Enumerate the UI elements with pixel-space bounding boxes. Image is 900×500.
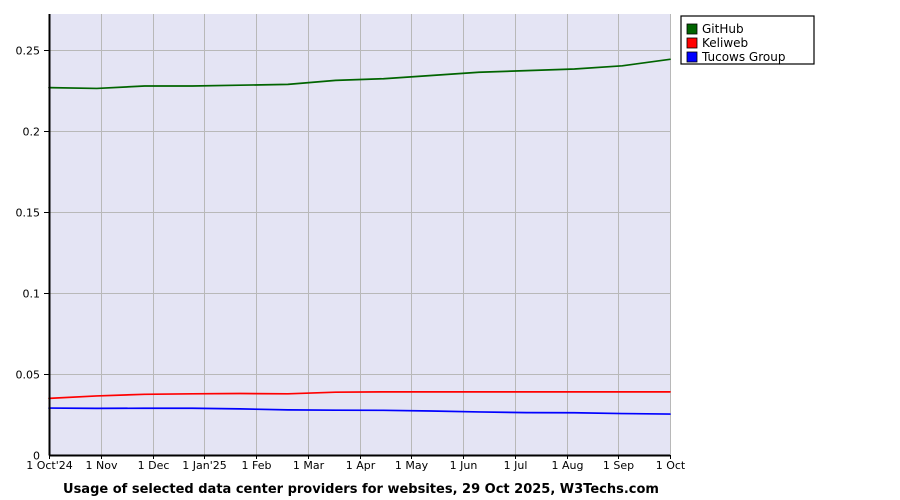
x-tick-label: 1 Aug bbox=[552, 459, 584, 472]
x-tick-label: 1 Jul bbox=[504, 459, 528, 472]
x-tick-label: 1 Feb bbox=[242, 459, 272, 472]
x-tick-label: 1 Jan'25 bbox=[182, 459, 226, 472]
x-tick-label: 1 Mar bbox=[293, 459, 325, 472]
series-line-keliweb bbox=[48, 391, 671, 400]
x-tick-label: 1 Oct bbox=[656, 459, 686, 472]
x-tick-label: 1 Sep bbox=[603, 459, 634, 472]
legend-label-github: GitHub bbox=[702, 22, 744, 36]
legend-label-keliweb: Keliweb bbox=[702, 36, 748, 50]
y-tick-label: 0.1 bbox=[23, 288, 41, 301]
x-tick-label: 1 Oct'24 bbox=[26, 459, 73, 472]
x-tick-label: 1 Apr bbox=[346, 459, 376, 472]
x-tick-label: 1 May bbox=[395, 459, 429, 472]
y-tick-label: 0.25 bbox=[16, 45, 41, 58]
legend-label-tucows-group: Tucows Group bbox=[701, 50, 785, 64]
series-line-github bbox=[48, 58, 671, 90]
chart-caption: Usage of selected data center providers … bbox=[63, 482, 659, 497]
series-lines bbox=[48, 58, 671, 415]
legend-swatch-keliweb bbox=[686, 37, 698, 49]
y-tick-label: 0 bbox=[33, 450, 40, 463]
x-tick-label: 1 Dec bbox=[138, 459, 170, 472]
x-tick-label: 1 Jun bbox=[450, 459, 478, 472]
x-tick-label: 1 Nov bbox=[86, 459, 118, 472]
y-axis-ticks: 0 0.05 0.1 0.15 0.2 0.25 bbox=[16, 45, 49, 463]
legend-swatch-tucows-group bbox=[686, 51, 698, 63]
y-tick-label: 0.2 bbox=[23, 126, 41, 139]
y-tick-label: 0.15 bbox=[16, 207, 41, 220]
plot-area-background bbox=[49, 14, 670, 455]
y-tick-label: 0.05 bbox=[16, 369, 41, 382]
series-line-tucows-group bbox=[48, 407, 671, 415]
legend-border bbox=[680, 15, 815, 65]
legend-swatch-github bbox=[686, 23, 698, 35]
x-axis-ticks: 1 Oct'24 1 Nov 1 Dec 1 Jan'25 1 Feb 1 Mar 1 Ap… bbox=[26, 455, 686, 472]
